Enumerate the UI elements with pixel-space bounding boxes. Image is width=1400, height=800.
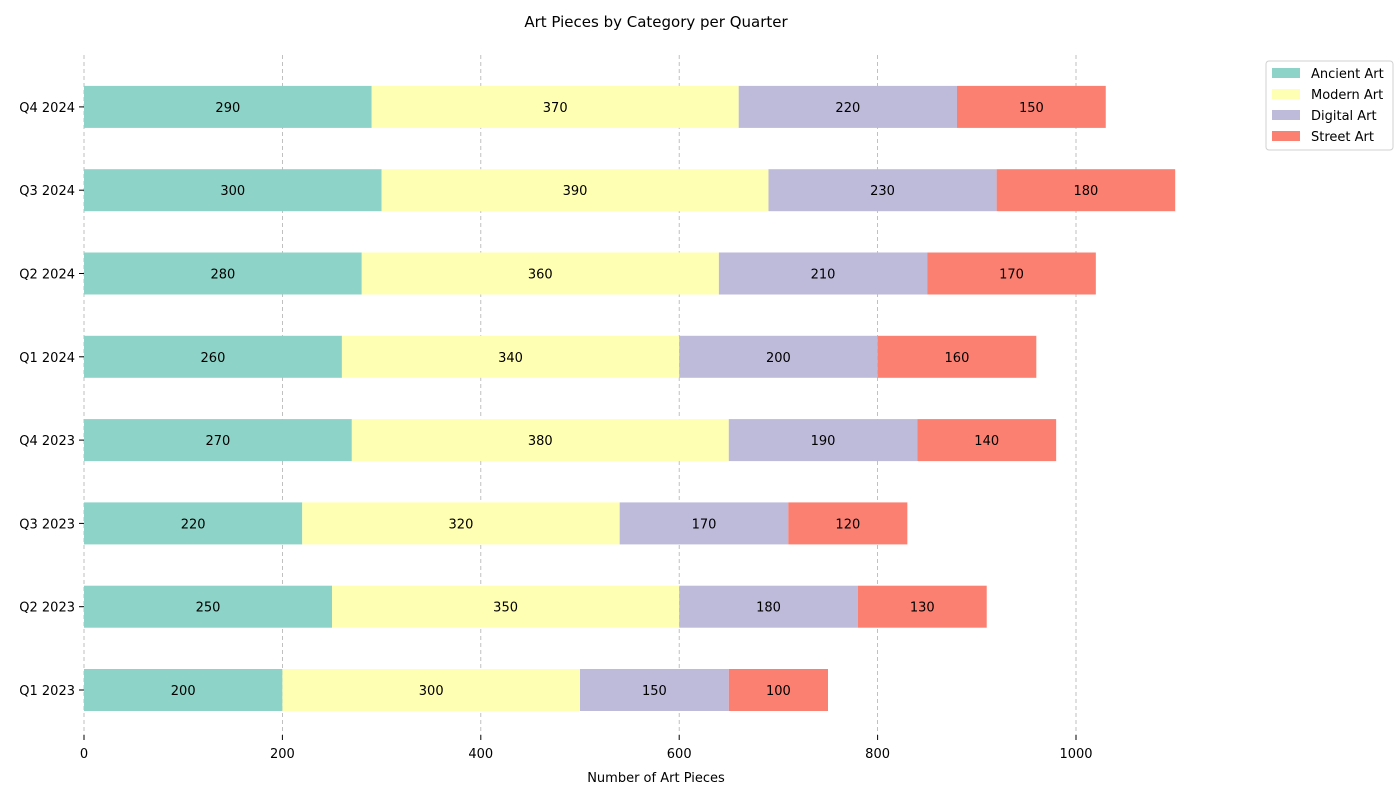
- bar-value-label: 290: [215, 101, 240, 116]
- bar-segment: [728, 669, 828, 711]
- bar-segment: [718, 252, 928, 295]
- bar-value-label: 300: [220, 184, 245, 199]
- bar-segment: [351, 419, 729, 462]
- bar-segment: [768, 169, 997, 212]
- axes: 0 200 400 600 800 1000 Q1 2023 Q2 2023 Q3 2023 Q4…: [19, 101, 1092, 762]
- bar-value-label: 250: [196, 601, 221, 616]
- bar-segment: [84, 335, 342, 378]
- bar-segment: [341, 335, 680, 378]
- legend-entry-label: Street Art: [1311, 130, 1374, 145]
- legend-swatch: [1272, 89, 1300, 99]
- bar-value-label: 150: [1019, 101, 1044, 116]
- x-tick-label: 200: [270, 747, 295, 762]
- bar-value-label: 260: [201, 351, 226, 366]
- x-tick-label: 400: [468, 747, 493, 762]
- bar-segment: [361, 252, 719, 295]
- bar-value-label: 340: [498, 351, 523, 366]
- bar-segment: [927, 252, 1096, 295]
- bar-segment: [332, 585, 680, 628]
- bar-segment: [84, 85, 372, 128]
- bar-value-label: 130: [910, 601, 935, 616]
- bar-segment: [381, 169, 769, 212]
- bar-value-label: 350: [493, 601, 518, 616]
- legend-entry-label: Ancient Art: [1311, 67, 1384, 82]
- bar-segment: [84, 419, 352, 462]
- bar-segment: [788, 502, 908, 545]
- bar-segment: [857, 585, 987, 628]
- bar-segment: [84, 169, 382, 212]
- bar-value-label: 100: [766, 684, 791, 699]
- legend-entry-label: Digital Art: [1311, 109, 1377, 124]
- x-tick-label: 800: [865, 747, 890, 762]
- y-tick-label: Q1 2023: [19, 684, 75, 699]
- chart-title: Art Pieces by Category per Quarter: [524, 13, 788, 31]
- bar-value-label: 360: [528, 268, 553, 283]
- bar-value-label: 160: [945, 351, 970, 366]
- bar-value-label: 190: [811, 434, 836, 449]
- y-tick-label: Q1 2024: [19, 351, 75, 366]
- bar-segment: [738, 85, 957, 128]
- bar-value-label: 120: [835, 517, 860, 532]
- bar-value-label: 210: [811, 268, 836, 283]
- legend-box: [1265, 60, 1394, 151]
- y-tick-label: Q4 2023: [19, 434, 75, 449]
- bar-value-label: 150: [642, 684, 667, 699]
- y-tick-label: Q4 2024: [19, 101, 75, 116]
- bar-value-label: 230: [870, 184, 895, 199]
- bar-value-label: 300: [419, 684, 444, 699]
- bar-segment: [679, 335, 878, 378]
- bar-segment: [580, 669, 729, 711]
- bar-value-label: 320: [449, 517, 474, 532]
- data-labels: 200 300 150 100 250 350 180 130 220 320 170 120 270 3…: [171, 101, 1099, 699]
- bar-segment: [84, 502, 303, 545]
- bar-segment: [917, 419, 1057, 462]
- bar-value-label: 170: [692, 517, 717, 532]
- x-tick-label: 0: [80, 747, 88, 762]
- y-tick-label: Q3 2024: [19, 184, 75, 199]
- bar-value-label: 380: [528, 434, 553, 449]
- bar-segment: [619, 502, 789, 545]
- bar-segment: [996, 169, 1176, 212]
- bar-value-label: 370: [543, 101, 568, 116]
- bar-value-label: 220: [835, 101, 860, 116]
- bar-value-label: 170: [999, 268, 1024, 283]
- bar-value-label: 200: [171, 684, 196, 699]
- legend-swatch: [1272, 68, 1300, 78]
- bar-segment: [282, 669, 580, 711]
- bar-segment: [302, 502, 620, 545]
- bar-value-label: 270: [206, 434, 231, 449]
- bar-value-label: 280: [210, 268, 235, 283]
- legend-entry-label: Modern Art: [1311, 88, 1383, 103]
- bar-segment: [679, 585, 858, 628]
- bar-value-label: 200: [766, 351, 791, 366]
- legend-swatch: [1272, 110, 1300, 120]
- legend-swatch: [1272, 131, 1300, 141]
- grid-lines: [83, 55, 1077, 735]
- bar-value-label: 220: [181, 517, 206, 532]
- x-axis-label: Number of Art Pieces: [587, 771, 725, 786]
- x-tick-label: 600: [667, 747, 692, 762]
- bar-segment: [84, 669, 283, 711]
- bars: [84, 85, 1176, 711]
- bar-segment: [877, 335, 1037, 378]
- bar-value-label: 180: [756, 601, 781, 616]
- y-tick-label: Q2 2023: [19, 601, 75, 616]
- bar-segment: [371, 85, 739, 128]
- x-tick-label: 1000: [1059, 747, 1092, 762]
- bar-segment: [956, 85, 1106, 128]
- y-tick-label: Q2 2024: [19, 268, 75, 283]
- bar-segment: [84, 252, 362, 295]
- y-tick-label: Q3 2023: [19, 517, 75, 532]
- bar-value-label: 390: [563, 184, 588, 199]
- bar-segment: [84, 585, 332, 628]
- bar-value-label: 180: [1074, 184, 1099, 199]
- bar-segment: [728, 419, 918, 462]
- legend: Ancient Art Modern Art Digital Art Street A…: [1265, 60, 1394, 151]
- bar-value-label: 140: [974, 434, 999, 449]
